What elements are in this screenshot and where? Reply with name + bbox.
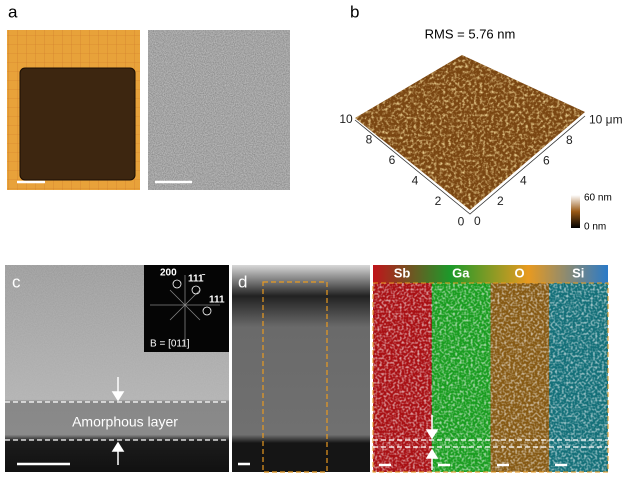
- map-texture: [490, 283, 550, 472]
- element-label: Ga: [452, 265, 470, 280]
- axis-label: 8: [366, 133, 373, 147]
- arrows: [425, 415, 439, 470]
- axis-label: 10: [339, 112, 353, 126]
- interface-lines: [5, 401, 229, 441]
- roi-box: [262, 281, 328, 473]
- panel-label: d: [238, 272, 247, 291]
- axis-label: 4: [412, 174, 419, 188]
- panel-label: a: [8, 2, 18, 21]
- axis-label: 6: [389, 153, 396, 167]
- axis-label: 10 μm: [589, 113, 623, 127]
- map-texture: [549, 283, 608, 472]
- map-frame: [372, 282, 609, 473]
- fft-inset: [144, 265, 229, 352]
- map-texture: [373, 283, 432, 472]
- spot-label: 111̄: [188, 274, 206, 285]
- axis-label: 6: [543, 153, 550, 167]
- axis-label: 4: [520, 174, 527, 188]
- map-texture: [431, 283, 491, 472]
- axis-label: 8: [566, 133, 573, 147]
- sample: [19, 67, 136, 181]
- interface-lines: [373, 439, 608, 448]
- arrows: [111, 377, 125, 465]
- sem-texture: [148, 30, 290, 190]
- axis-frame: [354, 115, 586, 215]
- spot-label: 111: [209, 295, 225, 306]
- colorbar-min: 0 nm: [584, 222, 606, 233]
- axis-label: 2: [497, 194, 504, 208]
- axis-label: 0: [458, 215, 465, 229]
- colorbar: [571, 195, 580, 228]
- afm-texture: [355, 55, 585, 210]
- haadf-image: [232, 265, 370, 472]
- element-label: Sb: [394, 265, 411, 280]
- element-bar: [373, 265, 608, 283]
- fft-spots: [150, 275, 220, 345]
- panel-label: c: [12, 272, 21, 291]
- panel-label: b: [350, 2, 359, 21]
- zone-axis: B = [011]: [150, 339, 190, 350]
- axis-label: 0: [474, 214, 481, 228]
- axis-label: 2: [435, 194, 442, 208]
- layer-label: Amorphous layer: [72, 414, 178, 430]
- element-label: Si: [572, 265, 584, 280]
- rms-label: RMS = 5.76 nm: [425, 26, 516, 41]
- spot-label: 200: [160, 268, 177, 279]
- element-label: O: [514, 265, 524, 280]
- colorbar-max: 60 nm: [584, 193, 612, 204]
